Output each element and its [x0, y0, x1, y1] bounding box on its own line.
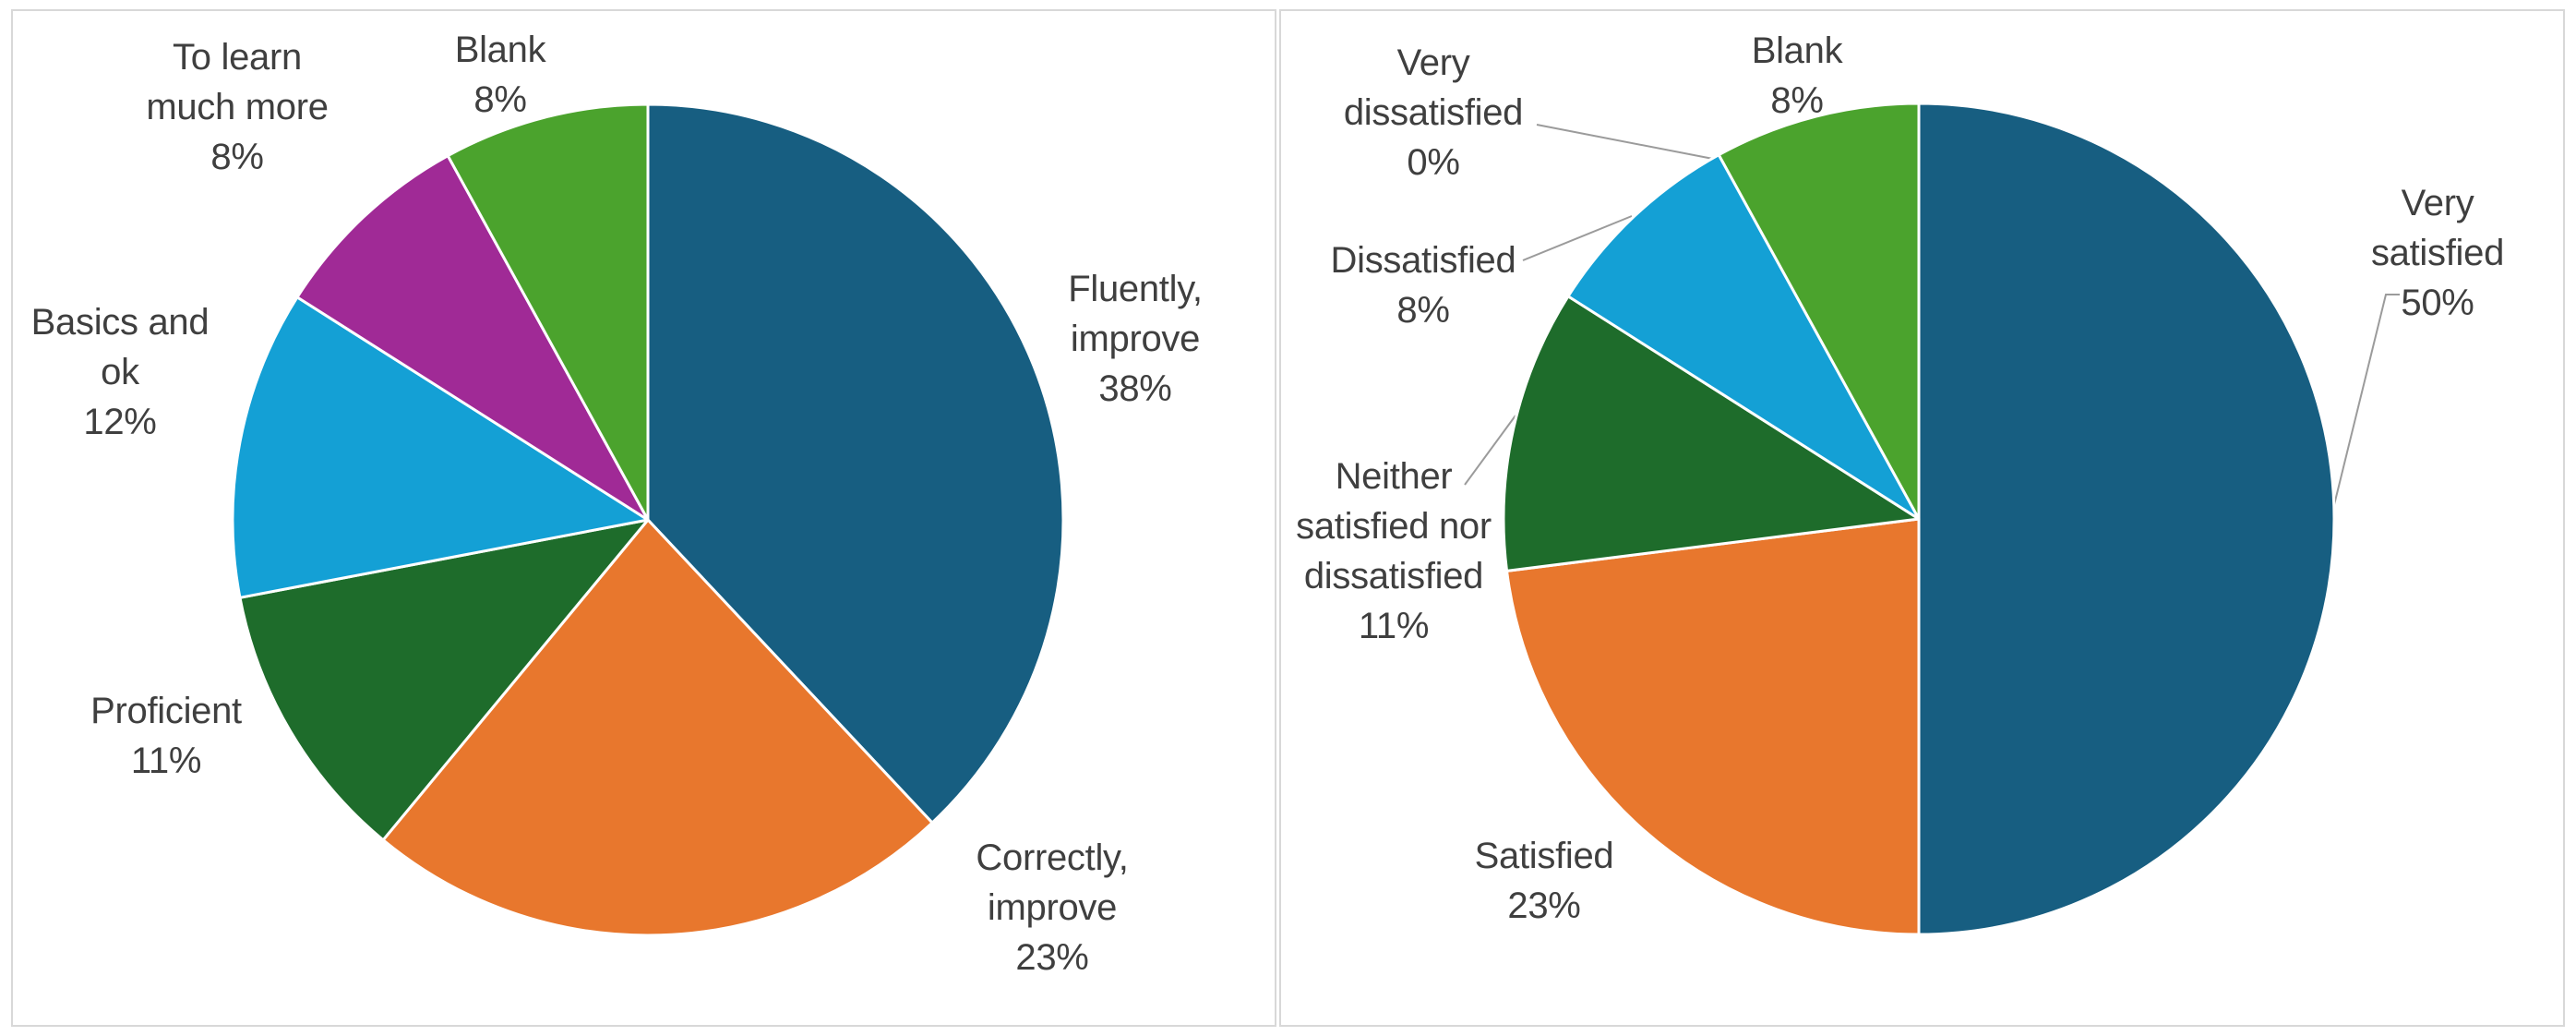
pie-slice-blank [446, 102, 650, 522]
pie-slice-blank [1717, 102, 1921, 521]
slice-label-very-satisfied: Very satisfied 50% [2370, 183, 2505, 323]
left-chart-panel: Fluently, improve 38% Correctly, improve … [11, 9, 1276, 1027]
slice-label-correctly-improve: Correctly, improve 23% [976, 837, 1129, 978]
pie-slice-proficient [238, 518, 650, 842]
slice-label-proficient: Proficient 11% [90, 691, 242, 781]
slice-label-to-learn-much-more: To learn much more 8% [146, 37, 329, 177]
pie-slice-satisfied [1505, 517, 1921, 936]
leader-line-dissatisfied [1522, 215, 1633, 261]
pie-slice-neither-satisfied-nor-dissatisfied [1502, 295, 1921, 572]
pie-slice-basics-and-ok [231, 295, 650, 599]
slice-label-neither-satisfied-nor-dissatisfied: Neither satisfied nor dissatisfied 11% [1296, 456, 1492, 646]
slice-label-blank: Blank 8% [1751, 30, 1843, 121]
slice-label-blank: Blank 8% [454, 30, 546, 120]
right-pie-svg [1464, 102, 2400, 936]
left-pie-svg [231, 102, 1065, 937]
slice-label-fluently-improve: Fluently, improve 38% [1068, 269, 1203, 409]
right-chart-panel: Very satisfied 50% Satisfied 23% Neither s… [1279, 9, 2565, 1027]
pie-slice-very-satisfied [1917, 102, 2336, 936]
slice-label-basics-and-ok: Basics and ok 12% [30, 302, 210, 442]
pie-slice-correctly-improve [381, 518, 934, 937]
pie-slice-dissatisfied [1566, 153, 1921, 521]
leader-line-very-dissatisfied [1536, 124, 1714, 160]
slice-label-very-dissatisfied: Very dissatisfied 0% [1343, 42, 1524, 183]
leader-line-very-satisfied [2330, 294, 2400, 517]
leader-line-neither-satisfied-nor-dissatisfied [1464, 415, 1516, 486]
pie-slice-to-learn-much-more [295, 154, 650, 522]
pie-slice-fluently-improve [646, 102, 1065, 825]
slice-label-satisfied: Satisfied 23% [1474, 836, 1614, 926]
slice-label-dissatisfied: Dissatisfied 8% [1330, 240, 1516, 331]
